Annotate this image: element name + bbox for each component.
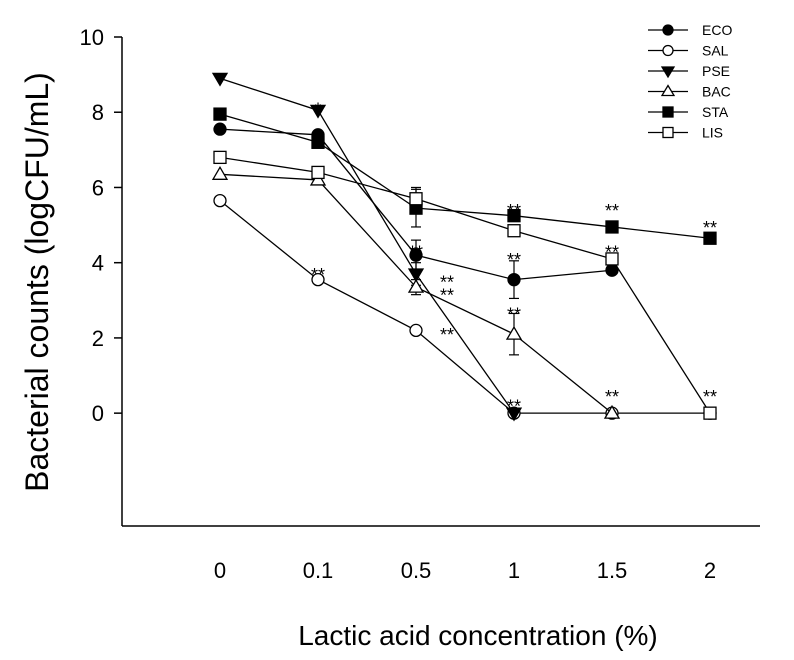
y-tick-label: 0	[92, 401, 104, 426]
legend-item-lis: LIS	[648, 125, 723, 141]
y-tick-label: 4	[92, 251, 104, 276]
data-point	[409, 248, 423, 262]
x-tick-label: 0	[214, 558, 226, 583]
data-point	[662, 126, 674, 139]
data-point	[311, 272, 325, 287]
significance-mark: **	[507, 250, 521, 270]
data-point	[213, 150, 227, 165]
legend-label: PSE	[702, 63, 730, 79]
legend: ECO SAL PSE BAC STA LIS	[648, 22, 732, 141]
significance-mark: *	[314, 99, 321, 119]
x-tick-label: 1.5	[597, 558, 628, 583]
series-layer	[211, 72, 717, 422]
data-point	[605, 252, 619, 266]
significance-mark: **	[440, 273, 454, 293]
significance-mark: **	[409, 242, 423, 262]
legend-item-eco: ECO	[648, 22, 732, 38]
data-point	[505, 407, 523, 422]
data-point	[660, 84, 676, 97]
series-line	[219, 156, 711, 414]
y-tick-label: 8	[92, 100, 104, 125]
x-tick-label: 0.1	[303, 558, 334, 583]
significance-mark: **	[311, 265, 325, 285]
significance-mark: **	[703, 218, 717, 238]
data-point	[507, 224, 521, 238]
significance-mark: **	[440, 325, 454, 345]
data-point	[211, 166, 229, 180]
significance-mark: **	[507, 397, 521, 417]
significance-mark: **	[605, 242, 619, 262]
data-point	[505, 325, 523, 340]
x-tick-label: 0.5	[401, 558, 432, 583]
legend-label: ECO	[702, 22, 732, 38]
data-point	[409, 192, 423, 206]
legend-item-sal: SAL	[648, 43, 729, 59]
annotation-layer: *****************************	[311, 99, 717, 416]
data-point	[213, 193, 227, 208]
data-point	[507, 272, 521, 287]
data-point	[662, 44, 674, 57]
data-point	[211, 72, 229, 87]
axes: 0 2 4 6 8 10 0 0.1 0.5 1 1.5 2	[80, 25, 760, 583]
data-point	[213, 107, 227, 121]
series-line	[219, 77, 515, 414]
legend-item-sta: STA	[648, 104, 729, 120]
series-line	[219, 113, 711, 239]
series-sal	[213, 193, 717, 420]
legend-label: BAC	[702, 84, 731, 100]
data-point	[407, 268, 425, 283]
legend-item-pse: PSE	[648, 63, 730, 79]
data-point	[309, 104, 327, 119]
legend-label: SAL	[702, 43, 729, 59]
significance-mark: **	[605, 201, 619, 221]
data-point	[703, 406, 717, 420]
data-point	[507, 209, 521, 223]
series-lis	[213, 150, 717, 420]
data-point	[213, 122, 227, 136]
significance-mark: **	[507, 201, 521, 221]
x-tick-label: 1	[508, 558, 520, 583]
significance-mark: **	[703, 387, 717, 407]
legend-item-bac: BAC	[648, 84, 731, 100]
legend-label: LIS	[702, 125, 723, 141]
y-tick-label: 2	[92, 326, 104, 351]
data-point	[662, 24, 674, 36]
y-axis-title: Bacterial counts (logCFU/mL)	[19, 72, 55, 492]
data-point	[660, 66, 676, 79]
data-point	[605, 220, 619, 234]
x-tick-label: 2	[704, 558, 716, 583]
data-point	[311, 165, 325, 180]
y-tick-label: 10	[80, 25, 104, 50]
data-point	[603, 404, 621, 419]
series-line	[219, 200, 710, 414]
x-axis-title: Lactic acid concentration (%)	[298, 620, 658, 651]
significance-mark: **	[507, 304, 521, 324]
data-point	[703, 231, 717, 245]
data-point	[409, 323, 423, 338]
series-sta	[213, 107, 717, 245]
data-point	[662, 106, 674, 118]
data-point	[407, 278, 425, 293]
significance-mark: **	[440, 286, 454, 306]
series-pse	[211, 72, 523, 422]
y-tick-label: 6	[92, 175, 104, 200]
significance-mark: **	[605, 387, 619, 407]
data-point	[311, 135, 325, 149]
legend-label: STA	[702, 104, 729, 120]
